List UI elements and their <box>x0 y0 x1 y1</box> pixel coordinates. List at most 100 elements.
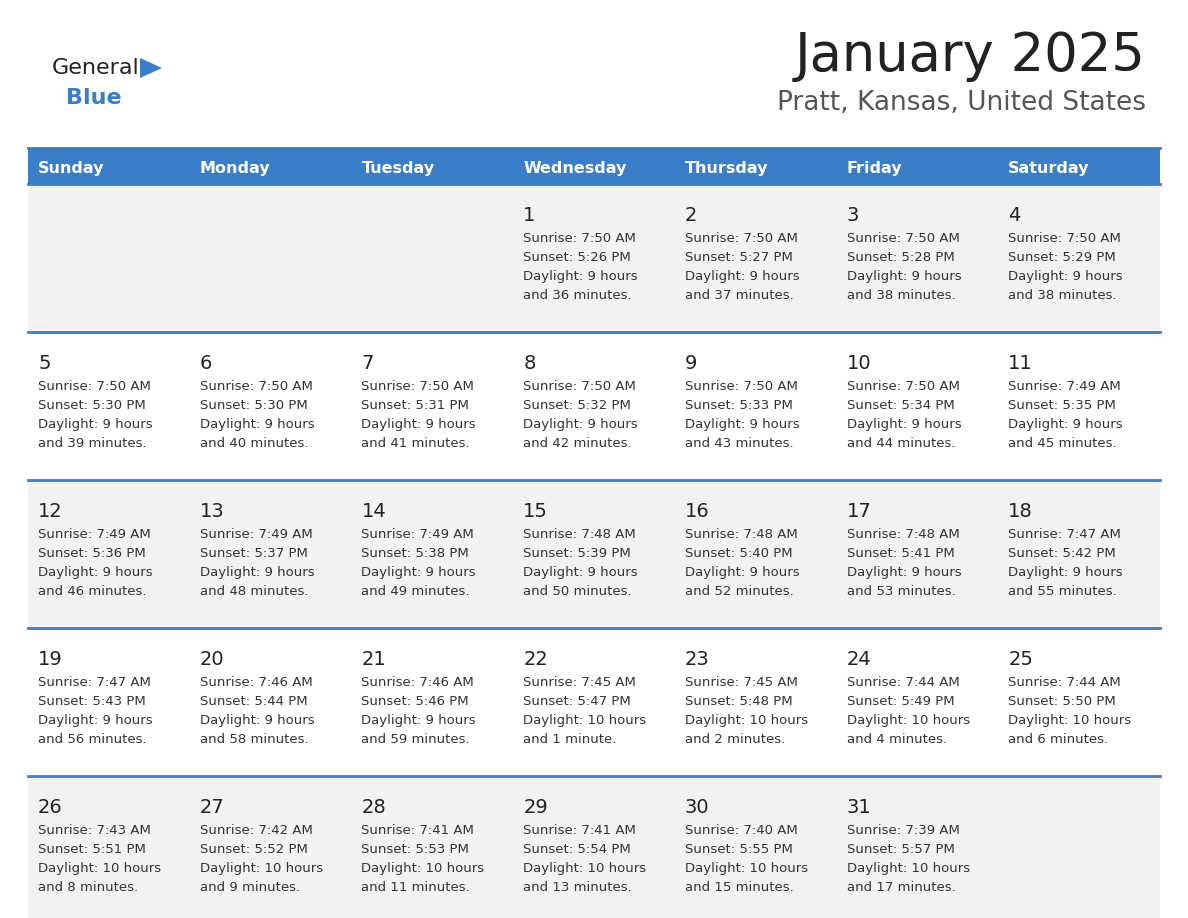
Bar <box>352 776 513 918</box>
Text: and 53 minutes.: and 53 minutes. <box>847 585 955 598</box>
Bar <box>190 628 352 776</box>
Bar <box>836 480 998 628</box>
Text: Sunset: 5:31 PM: Sunset: 5:31 PM <box>361 399 469 412</box>
Text: Thursday: Thursday <box>684 161 769 175</box>
Text: 30: 30 <box>684 798 709 817</box>
Text: and 4 minutes.: and 4 minutes. <box>847 733 947 746</box>
Text: and 36 minutes.: and 36 minutes. <box>523 289 632 302</box>
Text: 1: 1 <box>523 206 536 225</box>
Text: and 41 minutes.: and 41 minutes. <box>361 437 470 450</box>
Text: Daylight: 9 hours: Daylight: 9 hours <box>38 418 152 431</box>
Text: Sunset: 5:26 PM: Sunset: 5:26 PM <box>523 251 631 264</box>
Text: Sunset: 5:37 PM: Sunset: 5:37 PM <box>200 547 308 560</box>
Text: Daylight: 9 hours: Daylight: 9 hours <box>38 714 152 727</box>
Text: Sunset: 5:55 PM: Sunset: 5:55 PM <box>684 843 792 856</box>
Text: Daylight: 9 hours: Daylight: 9 hours <box>200 714 315 727</box>
Bar <box>998 480 1159 628</box>
Text: and 39 minutes.: and 39 minutes. <box>38 437 146 450</box>
Text: and 43 minutes.: and 43 minutes. <box>684 437 794 450</box>
Text: General: General <box>52 58 140 78</box>
Text: Daylight: 9 hours: Daylight: 9 hours <box>1009 418 1123 431</box>
Text: and 48 minutes.: and 48 minutes. <box>200 585 308 598</box>
Text: Sunrise: 7:41 AM: Sunrise: 7:41 AM <box>523 824 636 837</box>
Bar <box>998 332 1159 480</box>
Text: Sunrise: 7:49 AM: Sunrise: 7:49 AM <box>200 528 312 541</box>
Bar <box>513 332 675 480</box>
Text: Sunrise: 7:43 AM: Sunrise: 7:43 AM <box>38 824 151 837</box>
Bar <box>29 148 190 184</box>
Bar <box>675 148 836 184</box>
Text: Sunrise: 7:49 AM: Sunrise: 7:49 AM <box>38 528 151 541</box>
Text: Sunset: 5:41 PM: Sunset: 5:41 PM <box>847 547 954 560</box>
Text: 21: 21 <box>361 650 386 669</box>
Text: Sunrise: 7:46 AM: Sunrise: 7:46 AM <box>200 676 312 689</box>
Text: 28: 28 <box>361 798 386 817</box>
Text: Daylight: 9 hours: Daylight: 9 hours <box>684 418 800 431</box>
Text: 9: 9 <box>684 354 697 373</box>
Bar <box>675 184 836 332</box>
Text: Sunrise: 7:48 AM: Sunrise: 7:48 AM <box>523 528 636 541</box>
Bar <box>836 148 998 184</box>
Text: 8: 8 <box>523 354 536 373</box>
Text: 13: 13 <box>200 502 225 521</box>
Text: Sunrise: 7:50 AM: Sunrise: 7:50 AM <box>200 380 312 393</box>
Text: Sunset: 5:30 PM: Sunset: 5:30 PM <box>200 399 308 412</box>
Text: Monday: Monday <box>200 161 271 175</box>
Text: Sunrise: 7:46 AM: Sunrise: 7:46 AM <box>361 676 474 689</box>
Text: Daylight: 10 hours: Daylight: 10 hours <box>38 862 162 875</box>
Text: Sunrise: 7:50 AM: Sunrise: 7:50 AM <box>684 232 797 245</box>
Text: Sunset: 5:39 PM: Sunset: 5:39 PM <box>523 547 631 560</box>
Text: Daylight: 10 hours: Daylight: 10 hours <box>847 862 969 875</box>
Text: and 52 minutes.: and 52 minutes. <box>684 585 794 598</box>
Text: Daylight: 9 hours: Daylight: 9 hours <box>200 418 315 431</box>
Text: Sunset: 5:34 PM: Sunset: 5:34 PM <box>847 399 954 412</box>
Text: 25: 25 <box>1009 650 1034 669</box>
Text: Sunrise: 7:50 AM: Sunrise: 7:50 AM <box>361 380 474 393</box>
Text: 26: 26 <box>38 798 63 817</box>
Bar <box>29 776 190 918</box>
Text: Daylight: 10 hours: Daylight: 10 hours <box>684 862 808 875</box>
Text: Sunrise: 7:41 AM: Sunrise: 7:41 AM <box>361 824 474 837</box>
Bar <box>836 184 998 332</box>
Text: Saturday: Saturday <box>1009 161 1089 175</box>
Text: and 40 minutes.: and 40 minutes. <box>200 437 308 450</box>
Text: and 46 minutes.: and 46 minutes. <box>38 585 146 598</box>
Text: 19: 19 <box>38 650 63 669</box>
Text: Sunrise: 7:50 AM: Sunrise: 7:50 AM <box>1009 232 1121 245</box>
Text: Sunset: 5:28 PM: Sunset: 5:28 PM <box>847 251 954 264</box>
Text: and 1 minute.: and 1 minute. <box>523 733 617 746</box>
Text: Daylight: 9 hours: Daylight: 9 hours <box>847 270 961 283</box>
Text: Sunrise: 7:50 AM: Sunrise: 7:50 AM <box>684 380 797 393</box>
Text: Sunset: 5:50 PM: Sunset: 5:50 PM <box>1009 695 1116 708</box>
Text: Daylight: 9 hours: Daylight: 9 hours <box>1009 270 1123 283</box>
Text: Sunset: 5:52 PM: Sunset: 5:52 PM <box>200 843 308 856</box>
Text: Sunset: 5:29 PM: Sunset: 5:29 PM <box>1009 251 1116 264</box>
Text: 17: 17 <box>847 502 871 521</box>
Text: Sunrise: 7:47 AM: Sunrise: 7:47 AM <box>38 676 151 689</box>
Text: Sunrise: 7:49 AM: Sunrise: 7:49 AM <box>361 528 474 541</box>
Text: and 8 minutes.: and 8 minutes. <box>38 881 138 894</box>
Text: and 37 minutes.: and 37 minutes. <box>684 289 794 302</box>
Text: Sunset: 5:51 PM: Sunset: 5:51 PM <box>38 843 146 856</box>
Text: Daylight: 9 hours: Daylight: 9 hours <box>684 270 800 283</box>
Text: and 38 minutes.: and 38 minutes. <box>847 289 955 302</box>
Text: Sunrise: 7:50 AM: Sunrise: 7:50 AM <box>847 232 960 245</box>
Bar <box>998 628 1159 776</box>
Text: Sunset: 5:49 PM: Sunset: 5:49 PM <box>847 695 954 708</box>
Text: Sunrise: 7:50 AM: Sunrise: 7:50 AM <box>847 380 960 393</box>
Bar <box>675 480 836 628</box>
Text: 23: 23 <box>684 650 709 669</box>
Bar <box>190 332 352 480</box>
Text: 11: 11 <box>1009 354 1034 373</box>
Text: Sunset: 5:46 PM: Sunset: 5:46 PM <box>361 695 469 708</box>
Text: Daylight: 9 hours: Daylight: 9 hours <box>361 418 476 431</box>
Text: Daylight: 9 hours: Daylight: 9 hours <box>523 418 638 431</box>
Text: Sunrise: 7:45 AM: Sunrise: 7:45 AM <box>684 676 797 689</box>
Bar <box>352 332 513 480</box>
Text: 16: 16 <box>684 502 709 521</box>
Text: 24: 24 <box>847 650 871 669</box>
Text: Sunset: 5:33 PM: Sunset: 5:33 PM <box>684 399 792 412</box>
Text: Sunset: 5:57 PM: Sunset: 5:57 PM <box>847 843 954 856</box>
Text: and 9 minutes.: and 9 minutes. <box>200 881 299 894</box>
Text: and 11 minutes.: and 11 minutes. <box>361 881 470 894</box>
